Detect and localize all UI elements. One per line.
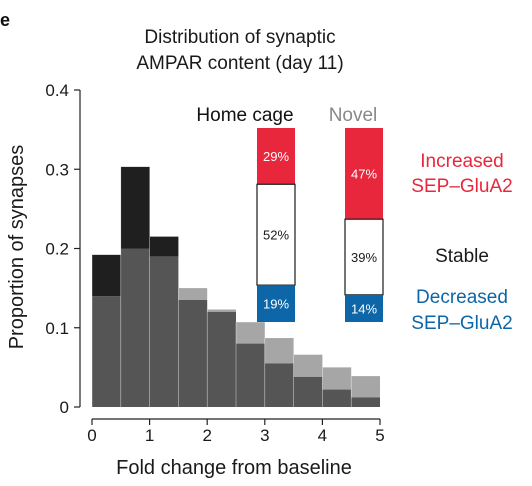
composition-segment <box>257 285 295 322</box>
category-label: Decreased <box>416 287 508 308</box>
x-tick-label: 5 <box>375 426 384 445</box>
histogram-bar-overlap <box>236 343 265 407</box>
histogram-bar-top <box>149 236 179 257</box>
histogram-bar-top <box>264 338 294 364</box>
y-tick-label: 0.1 <box>45 319 69 338</box>
y-tick-label: 0.3 <box>45 160 69 179</box>
composition-value: 19% <box>263 297 289 312</box>
composition-value: 14% <box>351 301 377 316</box>
x-tick-label: 1 <box>145 426 154 445</box>
x-axis-label: Fold change from baseline <box>116 457 352 479</box>
y-tick-label: 0.2 <box>45 240 69 259</box>
histogram-bar-overlap <box>149 256 179 407</box>
panel-label: e <box>0 10 10 30</box>
histogram-bar-overlap <box>293 376 323 407</box>
histogram-bar-top <box>207 309 236 312</box>
histogram-bar-top <box>178 288 208 301</box>
category-label: SEP–GluA2 <box>411 176 512 197</box>
x-tick-label: 3 <box>260 426 269 445</box>
composition-value: 52% <box>263 228 289 243</box>
y-tick-label: 0 <box>60 398 69 417</box>
category-label: Stable <box>435 246 489 267</box>
composition-segment <box>257 128 295 185</box>
group-label: Novel <box>329 105 378 126</box>
y-axis-label: Proportion of synapses <box>6 145 28 350</box>
composition-bars: Home cage 29% 52% 19% Novel 47% 39% 14% Increase… <box>196 105 512 334</box>
histogram-bar-top <box>322 367 352 390</box>
composition-segment <box>345 128 383 220</box>
chart-title-line-1: Distribution of synaptic <box>144 27 335 48</box>
histogram-bar-overlap <box>178 300 208 407</box>
y-tick-label: 0.4 <box>45 81 69 100</box>
x-tick-label: 4 <box>318 426 327 445</box>
chart-title-line-2: AMPAR content (day 11) <box>136 53 343 74</box>
composition-value: 39% <box>351 250 377 265</box>
composition-value: 29% <box>263 149 289 164</box>
histogram-bar-top <box>92 254 121 297</box>
histogram-bars <box>91 166 380 407</box>
histogram-bar-top <box>120 166 150 249</box>
axes: 0 0.1 0.2 0.3 0.4 0 1 2 3 4 5 <box>45 81 384 445</box>
composition-value: 47% <box>351 167 377 182</box>
histogram-bar-top <box>351 376 380 398</box>
group-label: Home cage <box>196 105 293 126</box>
histogram-bar-top <box>293 354 323 377</box>
histogram-bar-overlap <box>92 296 121 407</box>
category-label: SEP–GluA2 <box>411 313 512 334</box>
histogram-bar-top <box>236 322 265 344</box>
histogram-bar-overlap <box>207 311 236 407</box>
x-tick-label: 0 <box>87 426 96 445</box>
histogram-bar-overlap <box>322 389 352 407</box>
composition-segment <box>344 218 384 296</box>
category-label: Increased <box>420 151 503 172</box>
histogram-bar-overlap <box>351 397 380 407</box>
histogram-bar-overlap <box>120 248 150 407</box>
composition-segment <box>345 294 383 322</box>
x-tick-label: 2 <box>202 426 211 445</box>
histogram-bar-overlap <box>264 363 294 407</box>
composition-segment <box>256 183 296 286</box>
